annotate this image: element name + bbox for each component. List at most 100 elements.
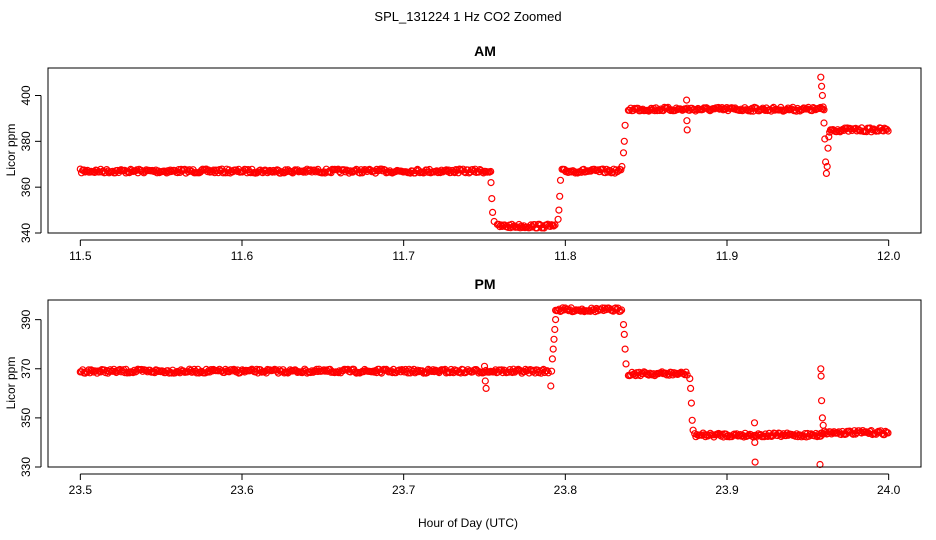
panel-pm: PM 23.5 23.6 23.7 23.8 23.9 24.0 330 350 370 390… bbox=[4, 276, 922, 497]
pm-x-tick-label: 23.8 bbox=[554, 483, 578, 497]
am-segment-2-point bbox=[617, 166, 625, 174]
x-axis-label: Hour of Day (UTC) bbox=[418, 516, 518, 530]
pm-point-6 bbox=[549, 345, 557, 353]
am-point-6 bbox=[556, 192, 564, 200]
am-x-tick-label: 11.7 bbox=[392, 249, 415, 263]
am-segment-4-point bbox=[847, 125, 855, 133]
pm-point-12 bbox=[621, 345, 629, 353]
pm-y-axis-label: Licor ppm bbox=[4, 357, 18, 410]
pm-point-0 bbox=[480, 362, 489, 370]
am-segment-0-point bbox=[356, 169, 364, 177]
am-segment-0-point bbox=[269, 166, 278, 175]
pm-point-10 bbox=[619, 321, 628, 329]
am-segment-3-point bbox=[729, 104, 737, 112]
am-point-16 bbox=[817, 82, 826, 90]
panel-title-pm: PM bbox=[475, 276, 496, 292]
am-segment-3-point bbox=[647, 104, 655, 113]
figure-title: SPL_131224 1 Hz CO2 Zoomed bbox=[374, 9, 561, 24]
pm-segment-0-point bbox=[307, 368, 315, 377]
pm-point-14 bbox=[686, 375, 694, 383]
am-point-21 bbox=[821, 158, 830, 166]
am-point-11 bbox=[621, 121, 629, 129]
am-point-8 bbox=[618, 162, 626, 171]
pm-x-tick-label: 24.0 bbox=[877, 483, 901, 497]
pm-point-26 bbox=[819, 421, 827, 429]
am-y-axis: 340 360 380 400 bbox=[19, 85, 42, 243]
am-segment-0-point bbox=[206, 168, 214, 176]
am-segment-1-point bbox=[550, 222, 558, 230]
pm-x-tick-label: 23.5 bbox=[69, 483, 93, 497]
am-point-3 bbox=[490, 217, 498, 226]
pm-y-axis: 330 350 370 390 bbox=[19, 309, 42, 477]
am-x-axis: 11.5 11.6 11.7 11.8 11.9 12.0 bbox=[69, 239, 901, 263]
am-point-13 bbox=[683, 117, 691, 125]
am-point-26 bbox=[826, 128, 834, 136]
am-point-7 bbox=[556, 176, 565, 184]
am-y-tick-label: 340 bbox=[19, 223, 33, 243]
pm-y-tick-label: 330 bbox=[19, 457, 33, 477]
pm-segment-1-point bbox=[617, 306, 626, 314]
am-point-22 bbox=[822, 169, 831, 177]
pm-point-2 bbox=[482, 384, 490, 392]
am-x-tick-label: 12.0 bbox=[877, 249, 901, 263]
pm-segment-1-point bbox=[616, 307, 625, 315]
pm-y-tick-label: 390 bbox=[19, 309, 33, 329]
am-point-5 bbox=[555, 206, 563, 214]
am-point-4 bbox=[554, 215, 562, 223]
pm-point-20 bbox=[751, 438, 759, 446]
am-point-18 bbox=[819, 103, 827, 111]
pm-plot-frame bbox=[47, 299, 922, 468]
am-y-tick-label: 380 bbox=[19, 131, 33, 151]
am-segment-3-point bbox=[815, 104, 823, 113]
pm-point-15 bbox=[686, 384, 695, 392]
am-point-20 bbox=[821, 135, 829, 143]
pm-point-4 bbox=[547, 367, 556, 375]
am-segment-0-point bbox=[487, 167, 495, 176]
pm-point-3 bbox=[547, 382, 555, 390]
am-segment-4-point bbox=[883, 125, 891, 134]
pm-point-11 bbox=[620, 330, 628, 338]
pm-point-24 bbox=[817, 397, 826, 405]
pm-point-7 bbox=[550, 335, 558, 343]
am-segment-3-point bbox=[783, 105, 791, 114]
pm-point-22 bbox=[817, 365, 825, 373]
am-y-tick-label: 360 bbox=[19, 177, 33, 197]
pm-points bbox=[76, 304, 892, 469]
am-x-tick-label: 11.6 bbox=[231, 249, 254, 263]
pm-segment-4-point bbox=[884, 429, 892, 437]
pm-point-18 bbox=[689, 426, 697, 434]
am-point-15 bbox=[817, 73, 825, 81]
pm-point-9 bbox=[551, 316, 560, 324]
pm-point-19 bbox=[750, 419, 759, 427]
am-point-17 bbox=[818, 91, 827, 100]
panel-am: AM 11.5 11.6 11.7 11.8 11.9 12.0 340 360 380 400… bbox=[4, 43, 922, 263]
am-point-9 bbox=[619, 149, 628, 157]
pm-point-23 bbox=[817, 372, 825, 380]
pm-x-tick-label: 23.6 bbox=[230, 483, 254, 497]
am-point-14 bbox=[683, 126, 691, 134]
am-point-19 bbox=[820, 119, 828, 127]
pm-x-axis: 23.5 23.6 23.7 23.8 23.9 24.0 bbox=[69, 473, 901, 497]
am-point-2 bbox=[489, 208, 497, 216]
am-point-23 bbox=[823, 162, 831, 171]
pm-y-tick-label: 350 bbox=[19, 408, 33, 428]
pm-point-8 bbox=[551, 325, 559, 334]
pm-segment-1-point bbox=[601, 304, 609, 312]
pm-x-tick-label: 23.9 bbox=[715, 483, 739, 497]
pm-y-tick-label: 370 bbox=[19, 358, 33, 378]
pm-point-25 bbox=[818, 414, 827, 422]
am-point-24 bbox=[824, 144, 832, 152]
am-plot-frame bbox=[47, 67, 922, 234]
am-point-10 bbox=[620, 137, 628, 145]
am-x-tick-label: 11.8 bbox=[554, 249, 577, 263]
am-y-tick-label: 400 bbox=[19, 85, 33, 105]
pm-point-21 bbox=[751, 458, 759, 466]
am-point-12 bbox=[682, 96, 691, 104]
pm-point-13 bbox=[622, 360, 630, 368]
pm-segment-0-point bbox=[388, 369, 396, 377]
pm-x-tick-label: 23.7 bbox=[392, 483, 416, 497]
pm-point-17 bbox=[688, 416, 696, 424]
am-segment-0-point bbox=[219, 169, 227, 177]
am-segment-3-point bbox=[646, 106, 654, 114]
